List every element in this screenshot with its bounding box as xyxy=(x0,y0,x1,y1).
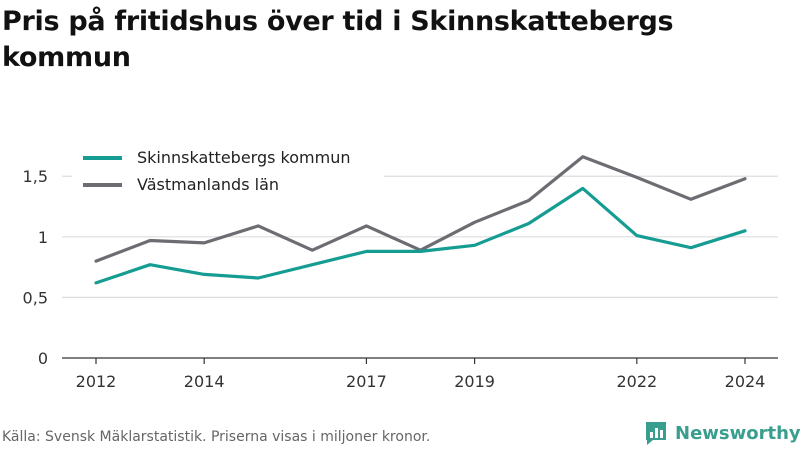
x-tick-label: 2024 xyxy=(725,372,766,391)
series-lines xyxy=(94,155,747,285)
source-note: Källa: Svensk Mäklarstatistik. Priserna … xyxy=(2,429,431,445)
chart-title: Pris på fritidshus över tid i Skinnskatt… xyxy=(2,6,674,73)
x-tick-label: 2017 xyxy=(346,372,387,391)
y-tick-label: 1 xyxy=(38,228,48,247)
x-axis-ticks: 2012 2014 2017 2019 2022 2024 xyxy=(76,358,766,391)
brand-logo: Newsworthy xyxy=(644,420,800,446)
y-tick-label: 0,5 xyxy=(23,288,48,307)
x-tick-label: 2019 xyxy=(454,372,495,391)
y-axis-tick-labels: 0 0,5 1 1,5 xyxy=(23,167,48,368)
series-line xyxy=(94,186,747,285)
legend-label: Skinnskattebergs kommun xyxy=(137,148,350,167)
legend-label: Västmanlands län xyxy=(137,175,279,194)
legend: Skinnskattebergs kommun Västmanlands län xyxy=(72,140,384,200)
bar-chart-speech-bubble-icon xyxy=(646,422,666,445)
brand-name: Newsworthy xyxy=(675,422,800,444)
x-tick-label: 2014 xyxy=(184,372,225,391)
y-tick-label: 1,5 xyxy=(23,167,48,186)
x-tick-label: 2012 xyxy=(76,372,117,391)
y-tick-label: 0 xyxy=(38,349,48,368)
x-tick-label: 2022 xyxy=(616,372,657,391)
legend-background xyxy=(72,140,384,200)
